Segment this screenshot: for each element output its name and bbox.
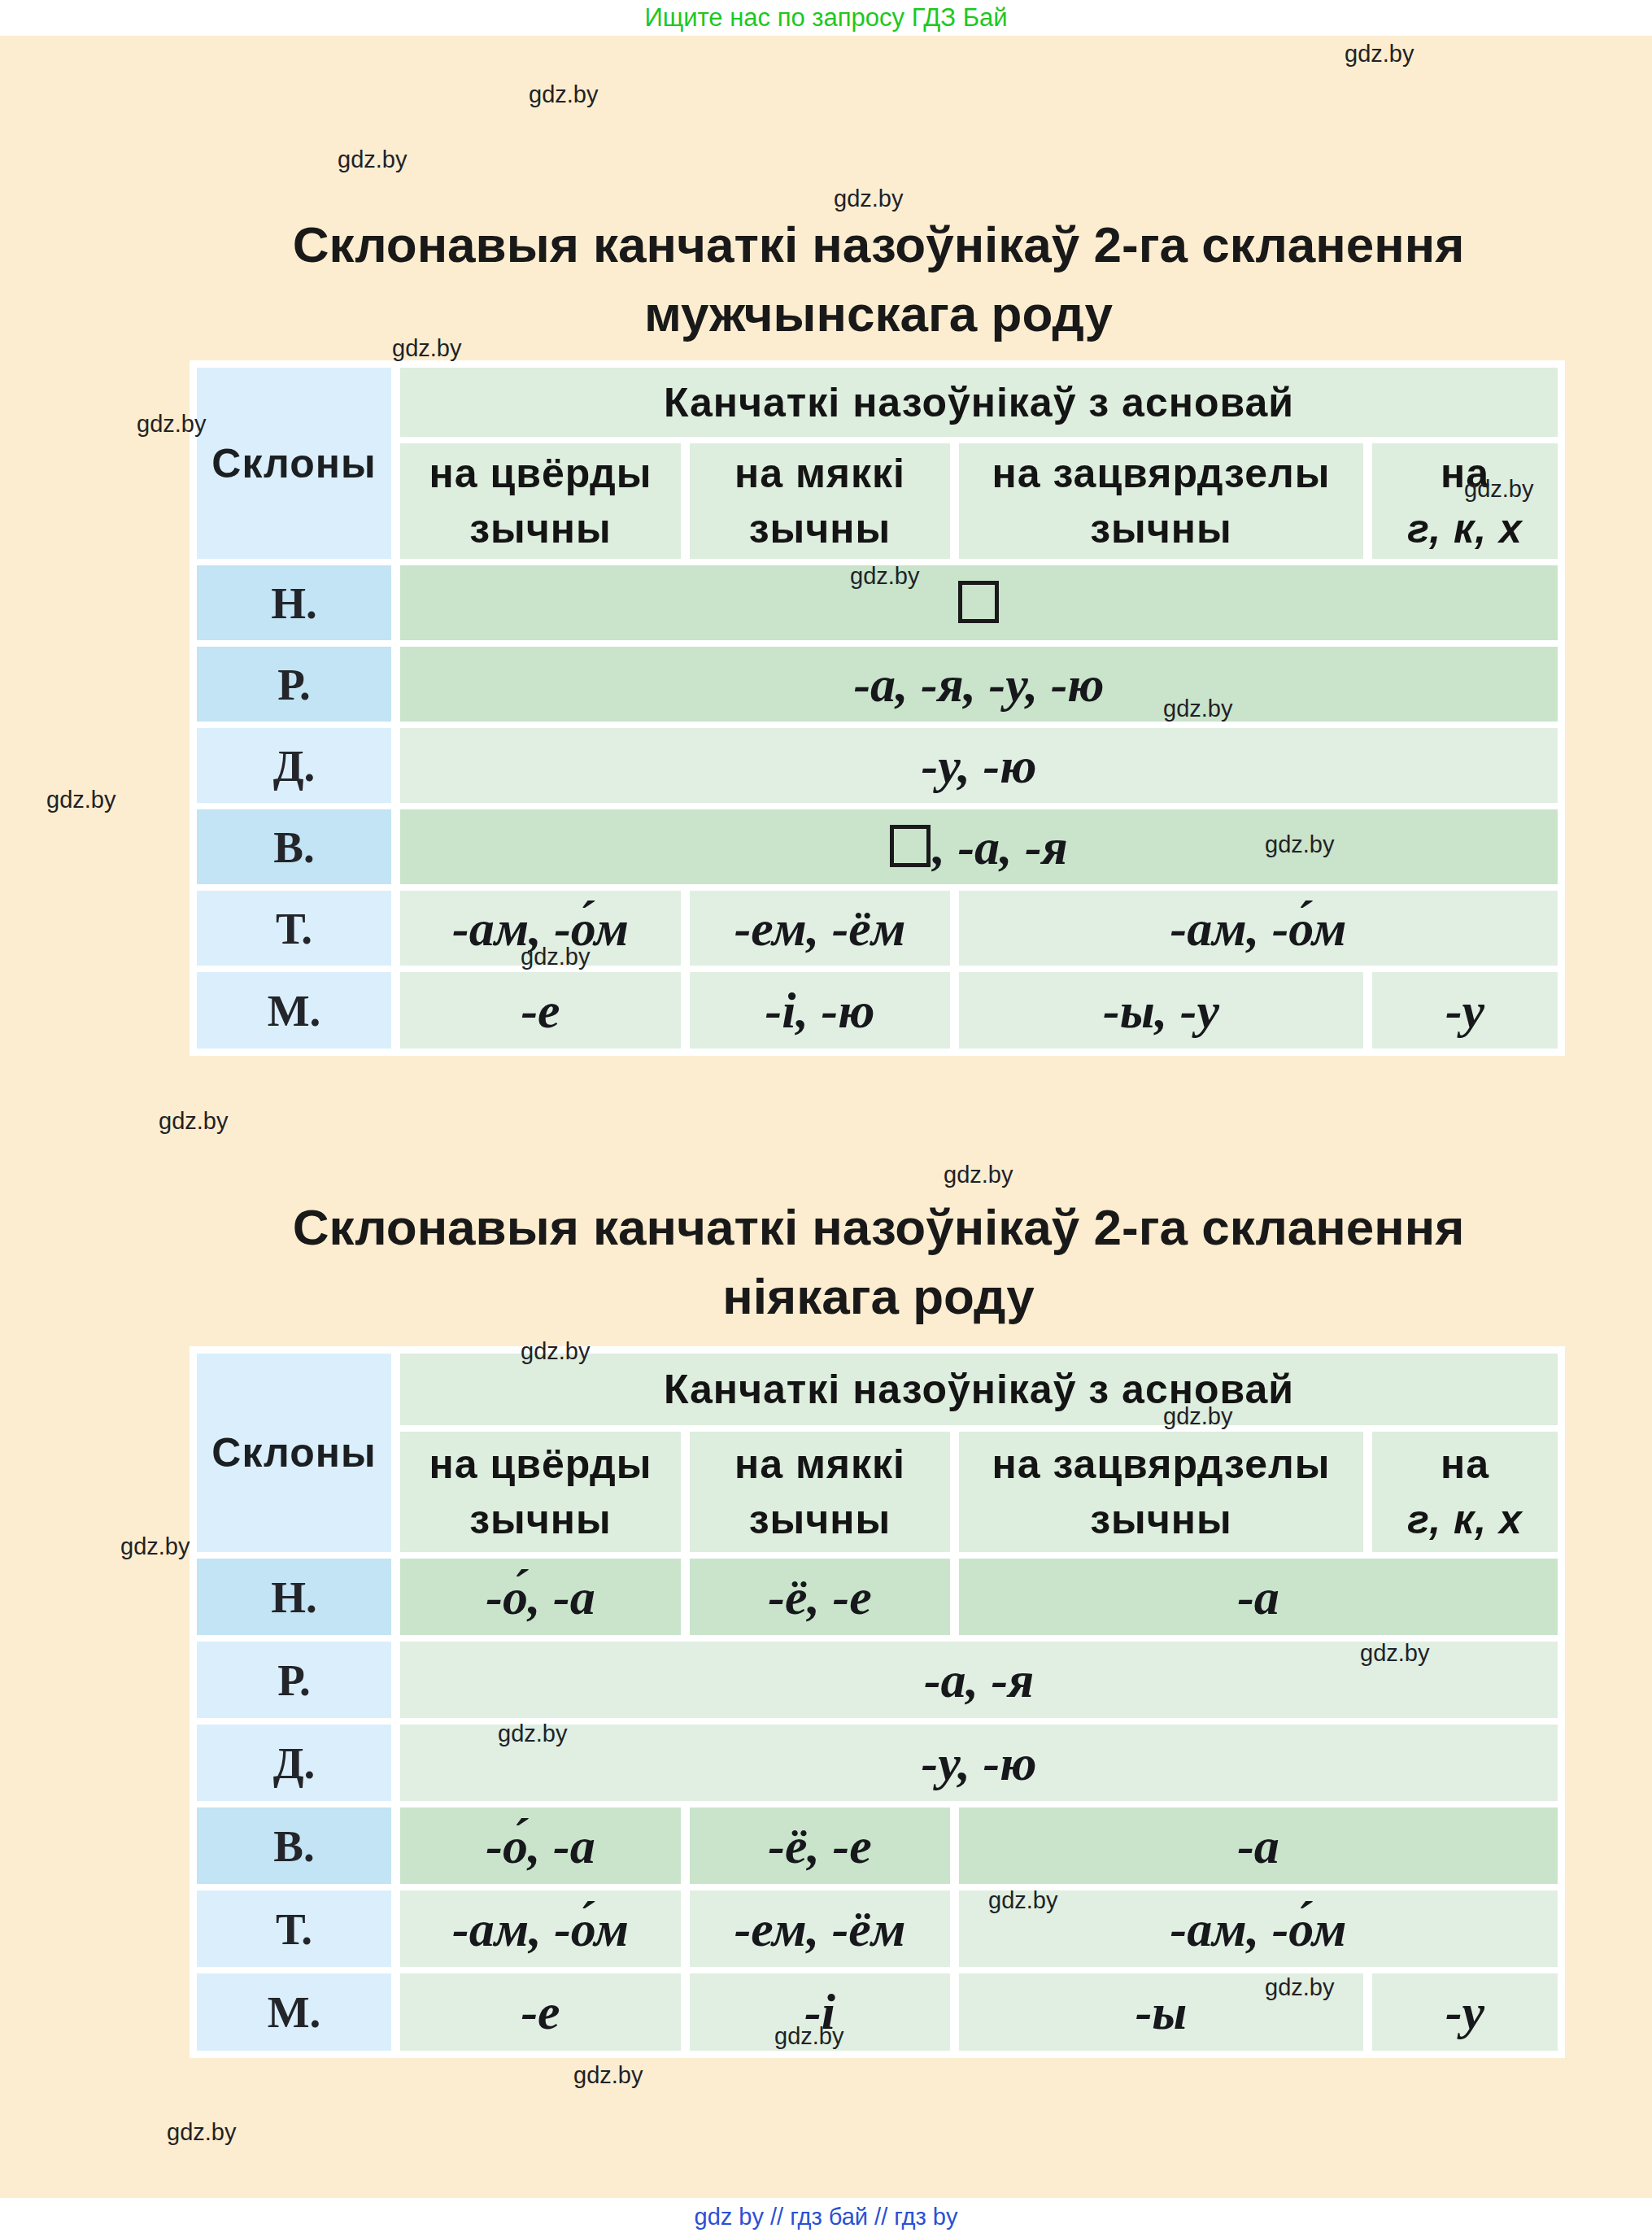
gdzby-watermark: gdz.by <box>1464 476 1533 503</box>
ending-cell: -ы, -у <box>959 972 1363 1049</box>
case-label-cell: М. <box>197 972 391 1049</box>
gdzby-watermark: gdz.by <box>944 1162 1013 1188</box>
case-label-cell: Р. <box>197 647 391 722</box>
header-span-cell: Канчаткі назоўнікаў з асновай <box>400 368 1558 437</box>
declension-table-neuter: СклоныКанчаткі назоўнікаў з асновайна цв… <box>190 1346 1565 2058</box>
ending-cell: -а <box>959 1559 1558 1635</box>
ending-cell: -і, -ю <box>690 972 950 1049</box>
case-label-cell: Т. <box>197 891 391 966</box>
case-label-cell: Д. <box>197 1725 391 1801</box>
ending-cell: -у, -ю <box>400 1725 1558 1801</box>
corner-cell-sklony: Склоны <box>197 368 391 559</box>
ending-cell: -ем, -ём <box>690 891 950 966</box>
gdzby-watermark: gdz.by <box>988 1887 1057 1914</box>
gdzby-watermark: gdz.by <box>850 563 919 590</box>
gdzby-watermark: gdz.by <box>521 944 590 970</box>
gdzby-watermark: gdz.by <box>1265 1974 1334 2001</box>
gdzby-watermark: gdz.by <box>573 2062 643 2089</box>
footer-bar: gdz by // гдз бай // гдз by <box>0 2198 1652 2237</box>
case-label-cell: Н. <box>197 1559 391 1635</box>
gdzby-watermark: gdz.by <box>1163 1403 1232 1430</box>
gdzby-watermark: gdz.by <box>167 2119 236 2146</box>
ending-cell: -е <box>400 972 681 1049</box>
case-label-cell: Т. <box>197 1890 391 1967</box>
case-label-cell: Н. <box>197 565 391 640</box>
gdzby-watermark: gdz.by <box>1345 41 1414 68</box>
subheader-cell: на цвёрдызычны <box>400 443 681 559</box>
ending-cell: -о́, -а <box>400 1559 681 1635</box>
ending-cell: , -а, -я <box>400 809 1558 884</box>
case-label-cell: В. <box>197 1807 391 1884</box>
gdzby-watermark: gdz.by <box>774 2023 843 2050</box>
ending-cell: -у <box>1372 972 1558 1049</box>
banner-text: Ищите нас по запросу ГДЗ Бай <box>644 3 1007 32</box>
case-label-cell: В. <box>197 809 391 884</box>
gdzby-watermark: gdz.by <box>834 185 903 212</box>
gdzby-watermark: gdz.by <box>392 335 461 362</box>
ending-cell: -е <box>400 1973 681 2051</box>
table2-title: Склонавыя канчаткі назоўнікаў 2-га склан… <box>190 1193 1567 1331</box>
gdzby-watermark: gdz.by <box>529 81 598 108</box>
ending-cell: -ем, -ём <box>690 1890 950 1967</box>
case-label-cell: М. <box>197 1973 391 2051</box>
table2-title-line1: Склонавыя канчаткі назоўнікаў 2-га склан… <box>190 1193 1567 1262</box>
gdzby-watermark: gdz.by <box>137 411 206 438</box>
declension-table-masculine: СклоныКанчаткі назоўнікаў з асновайна цв… <box>190 360 1565 1056</box>
footer-text: gdz by // гдз бай // гдз by <box>695 2204 958 2230</box>
ending-cell: -ё, -е <box>690 1559 950 1635</box>
gdzby-watermark: gdz.by <box>159 1108 228 1135</box>
case-label-cell: Р. <box>197 1642 391 1718</box>
subheader-cell: на мяккізычны <box>690 443 950 559</box>
gdzby-watermark: gdz.by <box>498 1720 567 1747</box>
gdzby-watermark: gdz.by <box>1265 831 1334 858</box>
gdzby-watermark: gdz.by <box>521 1338 590 1365</box>
subheader-cell: наг, к, х <box>1372 1432 1558 1552</box>
subheader-cell: на мяккізычны <box>690 1432 950 1552</box>
corner-cell-sklony: Склоны <box>197 1354 391 1552</box>
ending-cell: -ам, -о́м <box>400 1890 681 1967</box>
subheader-cell: на цвёрдызычны <box>400 1432 681 1552</box>
table1-title-line1: Склонавыя канчаткі назоўнікаў 2-га склан… <box>190 210 1567 279</box>
ending-cell <box>400 565 1558 640</box>
gdzby-watermark: gdz.by <box>1360 1640 1429 1667</box>
ending-cell: -о́, -а <box>400 1807 681 1884</box>
gdzby-watermark: gdz.by <box>1163 696 1232 722</box>
ending-cell: -ам, -о́м <box>959 891 1558 966</box>
case-label-cell: Д. <box>197 728 391 803</box>
gdzby-watermark: gdz.by <box>120 1533 190 1560</box>
ending-cell: -у <box>1372 1973 1558 2051</box>
table1-title: Склонавыя канчаткі назоўнікаў 2-га склан… <box>190 210 1567 348</box>
ending-cell: -а <box>959 1807 1558 1884</box>
zero-ending-box-icon <box>958 581 999 623</box>
subheader-cell: на зацвярдзелызычны <box>959 443 1363 559</box>
ending-cell: -у, -ю <box>400 728 1558 803</box>
top-banner: Ищите нас по запросу ГДЗ Бай <box>0 0 1652 36</box>
gdzby-watermark: gdz.by <box>46 787 116 813</box>
zero-ending-box-icon <box>890 825 931 867</box>
ending-cell: -а, -я, -у, -ю <box>400 647 1558 722</box>
table2-title-line2: ніякага роду <box>190 1262 1567 1331</box>
subheader-cell: на зацвярдзелызычны <box>959 1432 1363 1552</box>
gdzby-watermark: gdz.by <box>338 146 407 173</box>
ending-cell: -ё, -е <box>690 1807 950 1884</box>
